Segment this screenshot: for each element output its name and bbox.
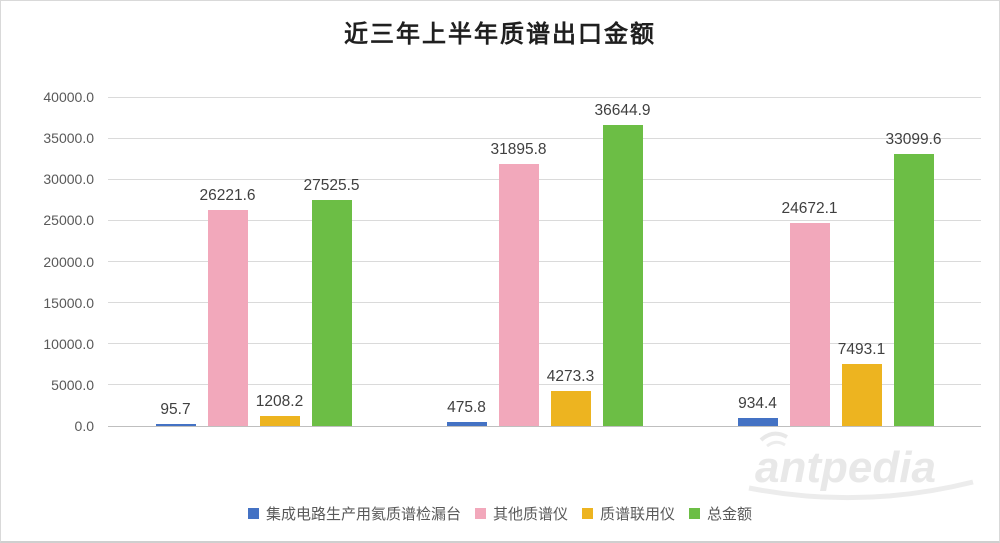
antpedia-logo: antpedia	[748, 431, 974, 501]
y-axis-labels: 0.0 5000.0 10000.0 15000.0 20000.0 25000.0 300…	[1, 89, 98, 434]
gridline	[108, 178, 981, 180]
chart-title: 近三年上半年质谱出口金额	[344, 22, 656, 48]
legend-label: 质谱联用仪	[600, 506, 676, 523]
gridline	[108, 261, 981, 262]
plot-area: 95.7 26221.6 1208.2 27525.5 475.8 31895.8 4273…	[108, 96, 981, 427]
gridline	[108, 343, 981, 345]
antpedia-watermark: antpedia	[745, 426, 977, 513]
watermark-text: antpedia	[755, 443, 936, 492]
legend-swatch-icon	[247, 507, 259, 519]
bar-value-label: 36644.9	[594, 101, 651, 119]
bar-series3-group3	[841, 364, 882, 426]
legend-swatch-icon	[689, 507, 701, 519]
bar-value-label: 33099.6	[885, 130, 942, 148]
bar-series2-group1	[207, 210, 248, 426]
antenna-icon	[766, 440, 786, 448]
bar-series1-group3	[737, 418, 778, 426]
bar-value-label: 475.8	[447, 399, 486, 417]
bar-value-label: 95.7	[160, 400, 191, 418]
y-tick-label: 35000.0	[43, 130, 94, 147]
legend-item-1: 集成电路生产用氦质谱检漏台	[247, 503, 461, 524]
legend-swatch-icon	[582, 507, 593, 519]
bar-value-label: 1208.2	[255, 393, 304, 411]
gridline	[108, 96, 981, 98]
legend-label: 其他质谱仪	[492, 506, 568, 523]
bar-series2-group2	[498, 163, 539, 426]
y-tick-label: 0.0	[74, 418, 94, 434]
bar-series4-group1	[311, 199, 352, 426]
legend-label: 总金额	[707, 506, 753, 523]
bar-value-label: 24672.1	[781, 200, 838, 218]
gridline	[108, 137, 981, 139]
legend: 集成电路生产用氦质谱检漏台 其他质谱仪 质谱联用仪 总金额	[1, 501, 999, 525]
y-tick-label: 15000.0	[43, 294, 94, 311]
legend-item-3: 质谱联用仪	[582, 503, 675, 524]
bar-series3-group2	[550, 390, 591, 426]
y-tick-label: 10000.0	[43, 335, 94, 352]
legend-swatch-icon	[474, 507, 486, 519]
bar-value-label: 4273.3	[546, 367, 595, 385]
legend-item-4: 总金额	[689, 503, 752, 524]
bar-value-label: 934.4	[738, 395, 777, 413]
bar-series4-group2	[602, 124, 643, 426]
gridline	[108, 302, 981, 304]
bar-value-label: 31895.8	[490, 140, 547, 158]
bar-series4-group3	[893, 153, 934, 426]
legend-item-2: 其他质谱仪	[474, 503, 568, 524]
antenna-icon	[759, 431, 788, 442]
legend-label: 集成电路生产用氦质谱检漏台	[265, 506, 461, 523]
bar-series1-group1	[155, 423, 196, 426]
bar-value-label: 27525.5	[303, 176, 360, 194]
y-tick-label: 20000.0	[43, 253, 94, 270]
bar-series3-group1	[259, 416, 300, 426]
bar-value-label: 7493.1	[837, 341, 886, 359]
bar-value-label: 26221.6	[199, 187, 256, 205]
y-tick-label: 30000.0	[43, 171, 94, 188]
y-tick-label: 40000.0	[43, 89, 94, 105]
swoosh-icon	[748, 479, 974, 501]
bar-series2-group3	[789, 223, 830, 426]
y-tick-label: 5000.0	[51, 376, 94, 393]
gridline	[108, 384, 981, 386]
y-tick-label: 25000.0	[43, 212, 94, 229]
gridline	[108, 219, 981, 221]
bar-series1-group2	[446, 422, 487, 426]
